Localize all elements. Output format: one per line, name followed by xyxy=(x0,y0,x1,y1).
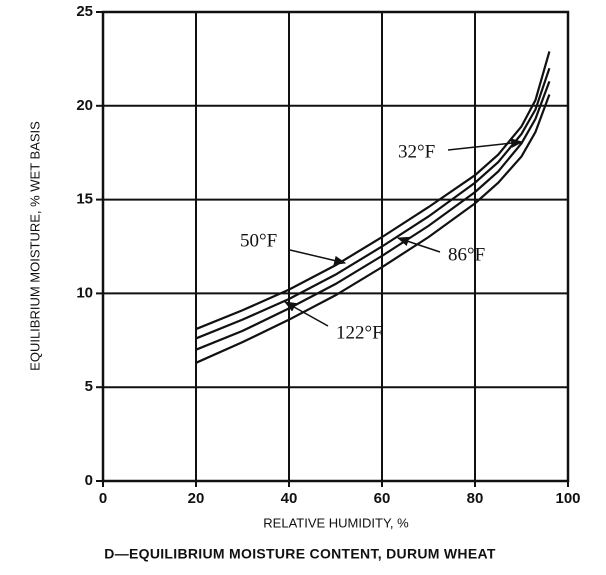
series-label: 50°F xyxy=(240,230,277,251)
annotation-arrow xyxy=(289,249,347,266)
x-tick-label: 100 xyxy=(555,490,580,507)
x-tick-label: 40 xyxy=(281,490,298,507)
x-axis-label: RELATIVE HUMIDITY, % xyxy=(263,515,409,530)
y-tick-label: 0 xyxy=(85,472,93,489)
annotation-arrow xyxy=(396,236,441,253)
x-tick-label: 20 xyxy=(188,490,205,507)
series-label: 86°F xyxy=(448,244,485,265)
y-tick-label: 15 xyxy=(76,191,93,208)
x-tick-label: 0 xyxy=(99,490,107,507)
series-label: 122°F xyxy=(336,322,383,343)
y-tick-label: 20 xyxy=(76,97,93,114)
chart-title: D—EQUILIBRIUM MOISTURE CONTENT, DURUM WH… xyxy=(104,546,496,562)
line-series xyxy=(195,51,551,331)
x-tick-label: 80 xyxy=(467,490,484,507)
y-axis-label: EQUILIBRIUM MOISTURE, % WET BASIS xyxy=(27,121,42,371)
line-series xyxy=(195,67,551,340)
line-series xyxy=(195,94,551,364)
y-tick-label: 10 xyxy=(76,284,93,301)
annotation-arrow xyxy=(283,301,329,327)
series-label: 32°F xyxy=(398,141,435,162)
annotation-arrow xyxy=(447,138,524,151)
plot-frame xyxy=(101,10,570,483)
y-tick-label: 5 xyxy=(85,378,93,395)
y-tick-label: 25 xyxy=(76,3,93,20)
line-series xyxy=(195,81,551,351)
x-tick-label: 60 xyxy=(374,490,391,507)
